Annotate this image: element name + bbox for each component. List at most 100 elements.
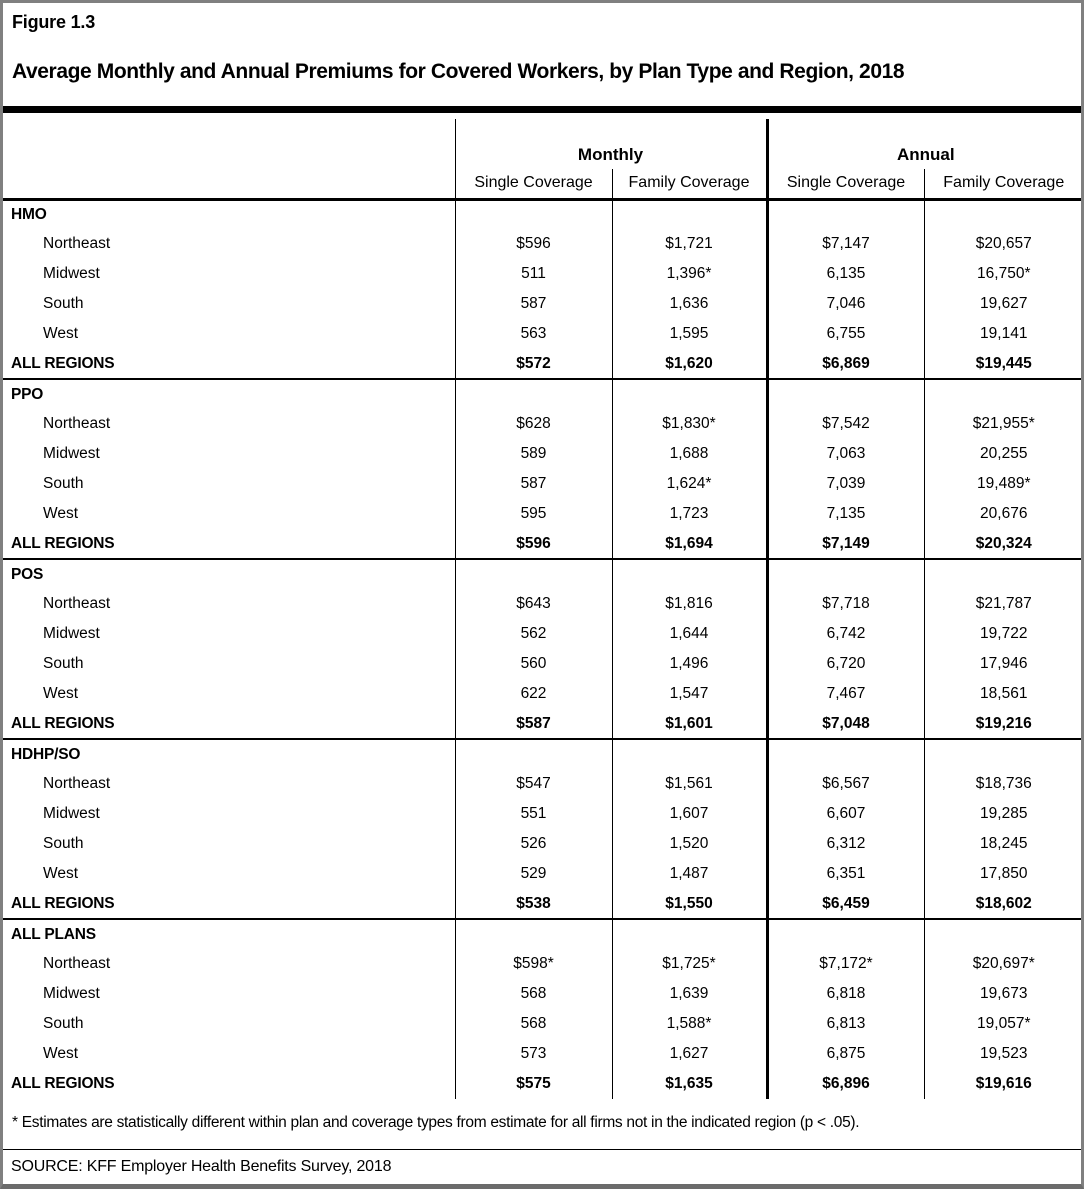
- premium-value: 1,639: [611, 979, 767, 1009]
- title-divider: [3, 106, 1081, 113]
- premium-value: 17,850: [923, 859, 1081, 889]
- plan-section-row: PPO: [3, 379, 1081, 409]
- all-regions-label: ALL REGIONS: [3, 529, 455, 560]
- premium-value: 19,057*: [923, 1009, 1081, 1039]
- premium-value: 560: [454, 649, 612, 679]
- region-row: Northeast $598* $1,725* $7,172* $20,697*: [3, 949, 1081, 979]
- premium-value: 6,720: [765, 649, 924, 679]
- all-regions-value: $1,694: [611, 529, 767, 560]
- premium-value: 6,607: [765, 799, 924, 829]
- premium-value: 1,547: [611, 679, 767, 709]
- premium-value: 19,489*: [923, 469, 1081, 499]
- premium-value: 20,676: [923, 499, 1081, 529]
- all-regions-value: $20,324: [923, 529, 1081, 560]
- premium-value: 1,723: [611, 499, 767, 529]
- region-row: South 587 1,636 7,046 19,627: [3, 289, 1081, 319]
- premium-value: 529: [454, 859, 612, 889]
- region-label: Northeast: [43, 775, 111, 792]
- region-label: Midwest: [43, 265, 100, 282]
- premium-value: 563: [454, 319, 612, 349]
- empty-cell: [923, 739, 1081, 769]
- annual-single-coverage-header: Single Coverage: [765, 169, 924, 201]
- plan-section-row: HDHP/SO: [3, 739, 1081, 769]
- premium-value: 1,396*: [611, 259, 767, 289]
- empty-cell: [611, 739, 767, 769]
- plan-type-label: HDHP/SO: [11, 745, 81, 763]
- region-row: Midwest 568 1,639 6,818 19,673: [3, 979, 1081, 1009]
- premium-value: 7,063: [765, 439, 924, 469]
- monthly-family-coverage-header: Family Coverage: [611, 169, 767, 201]
- region-label: Northeast: [43, 595, 111, 612]
- premium-value: $20,657: [923, 229, 1081, 259]
- empty-cell: [765, 739, 924, 769]
- premium-value: 587: [454, 469, 612, 499]
- region-label: South: [43, 295, 84, 312]
- all-regions-value: $1,601: [611, 709, 767, 740]
- region-label: South: [43, 835, 84, 852]
- all-regions-value: $596: [454, 529, 612, 560]
- empty-cell: [611, 559, 767, 589]
- monthly-single-coverage-header: Single Coverage: [454, 169, 612, 201]
- premium-value: 511: [454, 259, 612, 289]
- region-label: Midwest: [43, 445, 100, 462]
- premium-value: 18,561: [923, 679, 1081, 709]
- empty-cell: [923, 199, 1081, 229]
- premium-value: 19,523: [923, 1039, 1081, 1069]
- premium-value: $7,147: [765, 229, 924, 259]
- premium-value: 1,624*: [611, 469, 767, 499]
- region-label: Midwest: [43, 985, 100, 1002]
- all-regions-value: $6,459: [765, 889, 924, 920]
- premium-value: $7,718: [765, 589, 924, 619]
- all-regions-label: ALL REGIONS: [3, 349, 455, 380]
- premium-value: 16,750*: [923, 259, 1081, 289]
- premium-value: 1,644: [611, 619, 767, 649]
- empty-cell: [923, 379, 1081, 409]
- premium-value: 1,595: [611, 319, 767, 349]
- plan-section-row: HMO: [3, 199, 1081, 229]
- premium-value: 1,607: [611, 799, 767, 829]
- region-label: South: [43, 655, 84, 672]
- empty-cell: [765, 199, 924, 229]
- empty-cell: [923, 919, 1081, 949]
- table-header: Monthly Annual Single Coverage Family Co…: [3, 119, 1081, 201]
- empty-cell: [765, 559, 924, 589]
- premium-value: 20,255: [923, 439, 1081, 469]
- figure-title: Average Monthly and Annual Premiums for …: [12, 60, 905, 83]
- premium-value: $596: [454, 229, 612, 259]
- all-regions-value: $572: [454, 349, 612, 380]
- region-label: Midwest: [43, 805, 100, 822]
- group-header-row: Monthly Annual: [3, 119, 1081, 169]
- empty-cell: [454, 919, 612, 949]
- region-row: Midwest 562 1,644 6,742 19,722: [3, 619, 1081, 649]
- region-label: West: [43, 1045, 79, 1062]
- premium-value: 568: [454, 1009, 612, 1039]
- premium-value: 6,312: [765, 829, 924, 859]
- region-row: West 622 1,547 7,467 18,561: [3, 679, 1081, 709]
- premium-value: 7,135: [765, 499, 924, 529]
- all-regions-value: $19,616: [923, 1069, 1081, 1099]
- region-row: Midwest 511 1,396* 6,135 16,750*: [3, 259, 1081, 289]
- source-line: SOURCE: KFF Employer Health Benefits Sur…: [11, 1158, 392, 1175]
- premium-value: 587: [454, 289, 612, 319]
- premium-value: 526: [454, 829, 612, 859]
- region-row: Northeast $643 $1,816 $7,718 $21,787: [3, 589, 1081, 619]
- monthly-group-header: Monthly: [454, 119, 767, 169]
- region-row: Northeast $596 $1,721 $7,147 $20,657: [3, 229, 1081, 259]
- premium-value: 1,487: [611, 859, 767, 889]
- premium-value: 6,813: [765, 1009, 924, 1039]
- all-regions-value: $587: [454, 709, 612, 740]
- all-regions-value: $19,445: [923, 349, 1081, 380]
- table-body: HMO Northeast $596 $1,721 $7,147 $20,657 Midwe…: [3, 199, 1081, 1099]
- premium-value: 1,627: [611, 1039, 767, 1069]
- empty-cell: [454, 559, 612, 589]
- premium-value: 6,818: [765, 979, 924, 1009]
- region-label: West: [43, 865, 79, 882]
- premium-value: 589: [454, 439, 612, 469]
- annual-family-coverage-header: Family Coverage: [923, 169, 1081, 201]
- premium-value: 573: [454, 1039, 612, 1069]
- plan-type-label: ALL PLANS: [11, 925, 96, 943]
- empty-cell: [454, 739, 612, 769]
- all-regions-value: $7,149: [765, 529, 924, 560]
- all-regions-value: $6,869: [765, 349, 924, 380]
